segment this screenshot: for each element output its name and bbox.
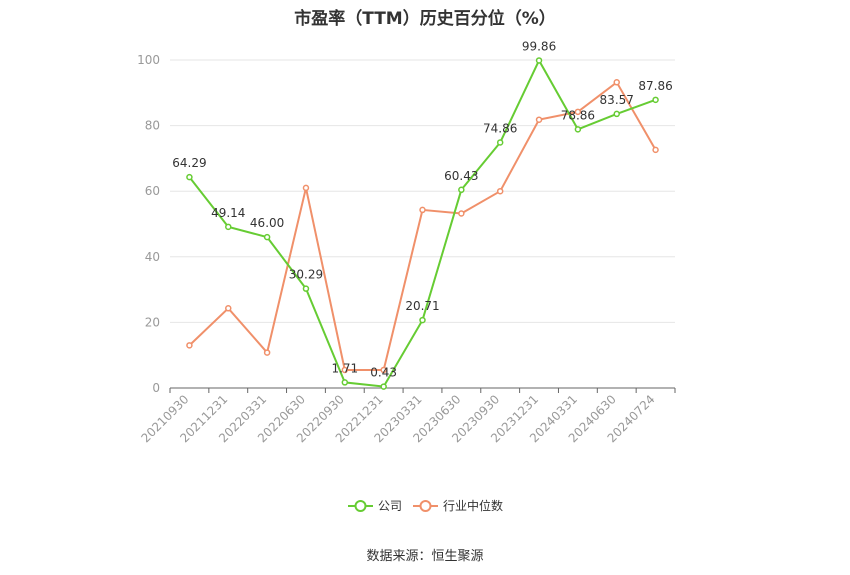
data-point: [535, 116, 543, 123]
data-point: [419, 316, 426, 324]
data-label: 83.57: [600, 93, 634, 107]
data-point: [574, 126, 582, 133]
y-tick-label: 80: [145, 119, 160, 133]
data-point: [263, 233, 271, 241]
data-point: [186, 342, 193, 349]
data-point: [302, 285, 310, 292]
data-point: [535, 57, 543, 64]
data-label: 20.71: [405, 299, 439, 313]
data-point: [574, 108, 582, 116]
y-tick-label: 60: [145, 184, 160, 198]
data-label: 99.86: [522, 39, 556, 53]
data-point: [341, 366, 349, 374]
series-layer: [186, 57, 659, 390]
y-tick-label: 20: [145, 315, 160, 329]
data-point: [341, 379, 349, 386]
data-label: 49.14: [211, 206, 245, 220]
chart-title: 市盈率（TTM）历史百分位（%）: [294, 9, 556, 29]
data-point: [225, 305, 232, 312]
source-note: 数据来源：恒生聚源: [366, 549, 484, 564]
legend-label: 行业中位数: [443, 498, 503, 513]
legend-marker: [419, 500, 432, 512]
data-label: 1.71: [331, 361, 358, 375]
data-point: [263, 349, 271, 356]
data-point: [496, 139, 504, 146]
data-point: [302, 184, 310, 192]
data-point: [613, 79, 620, 86]
data-label: 46.00: [250, 216, 284, 230]
data-label: 30.29: [289, 268, 323, 282]
data-point: [613, 110, 620, 118]
data-point: [419, 206, 426, 214]
data-point: [186, 173, 193, 181]
data-point: [652, 146, 659, 154]
data-label: 60.43: [444, 169, 478, 183]
y-tick-label: 100: [137, 53, 160, 67]
y-tick-label: 40: [145, 250, 160, 264]
data-label: 78.86: [561, 108, 595, 122]
data-label: 64.29: [172, 156, 206, 170]
data-point: [380, 383, 387, 390]
data-point: [225, 223, 232, 231]
data-point: [458, 210, 465, 217]
data-label: 0.43: [370, 366, 397, 380]
data-label: 74.86: [483, 121, 517, 135]
legend-label: 公司: [378, 499, 402, 513]
legend: 公司 行业中位数: [348, 498, 503, 513]
legend-marker: [354, 500, 367, 512]
data-point: [380, 366, 387, 374]
data-point: [496, 187, 504, 195]
data-point: [652, 96, 659, 104]
data-point: [458, 186, 465, 194]
data-labels: 64.29 49.14 46.00 30.29 1.71 0.43 20.71 60.43 74…: [172, 39, 673, 379]
y-tick-label: 0: [152, 381, 160, 395]
data-label: 87.86: [638, 79, 672, 93]
